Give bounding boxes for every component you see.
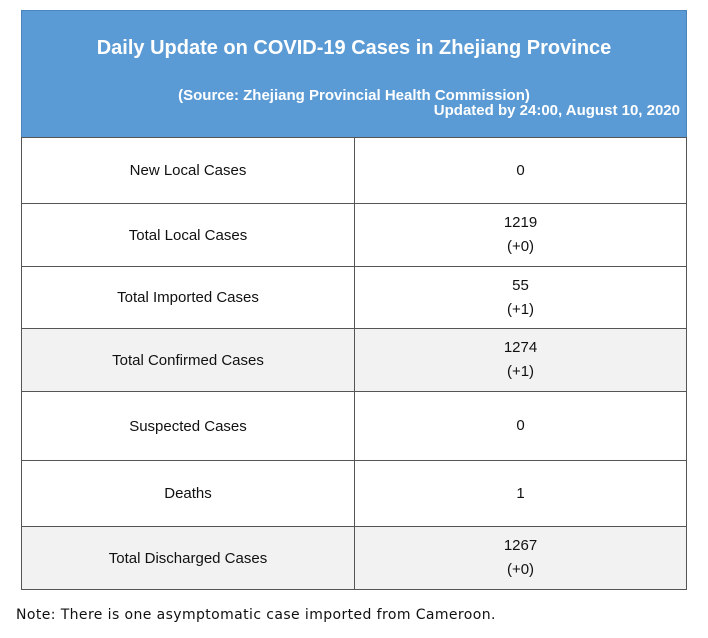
- title: Daily Update on COVID-19 Cases in Zhejia…: [96, 37, 612, 59]
- row-value-cell: 55 (+1): [354, 266, 687, 329]
- table-row: Suspected Cases 0: [21, 391, 687, 461]
- row-value: 1219: [503, 214, 538, 231]
- table-row: Total Imported Cases 55 (+1): [21, 266, 687, 329]
- row-label: Deaths: [21, 460, 355, 527]
- row-value-cell: 0: [354, 137, 687, 204]
- row-value: 55: [512, 276, 529, 294]
- table: New Local Cases 0 Total Local Cases 1219 (+0…: [21, 137, 687, 590]
- row-change: (+0): [506, 561, 535, 578]
- row-label: Total Local Cases: [21, 203, 355, 267]
- row-value-cell: 1: [354, 460, 687, 527]
- row-value-cell: 1274 (+1): [354, 328, 687, 392]
- row-value: 1267: [503, 537, 538, 554]
- row-change: (+1): [506, 363, 535, 380]
- row-label: Total Confirmed Cases: [21, 328, 355, 392]
- row-value-cell: 0: [354, 391, 687, 461]
- row-value-cell: 1267 (+0): [354, 526, 687, 590]
- header: Daily Update on COVID-19 Cases in Zhejia…: [21, 10, 687, 138]
- row-label: Total Imported Cases: [21, 266, 355, 329]
- table-row: Total Discharged Cases 1267 (+0): [21, 526, 687, 590]
- row-label: Total Discharged Cases: [21, 526, 355, 590]
- table-row: Total Local Cases 1219 (+0): [21, 203, 687, 267]
- row-label: New Local Cases: [21, 137, 355, 204]
- row-value: 0: [516, 417, 525, 434]
- row-change: (+0): [506, 238, 535, 255]
- row-value-cell: 1219 (+0): [354, 203, 687, 267]
- row-value: 1274: [503, 339, 538, 356]
- note: Note: There is one asymptomatic case imp…: [16, 607, 496, 623]
- updated: Updated by 24:00, August 10, 2020: [433, 102, 680, 119]
- row-value: 0: [516, 161, 525, 179]
- row-value: 1: [516, 484, 525, 502]
- table-row: Total Confirmed Cases 1274 (+1): [21, 328, 687, 392]
- table-row: Deaths 1: [21, 460, 687, 527]
- row-change: (+1): [506, 300, 535, 318]
- source: (Source: Zhejiang Provincial Health Comm…: [178, 87, 530, 104]
- table-row: New Local Cases 0: [21, 137, 687, 204]
- row-label: Suspected Cases: [21, 391, 355, 461]
